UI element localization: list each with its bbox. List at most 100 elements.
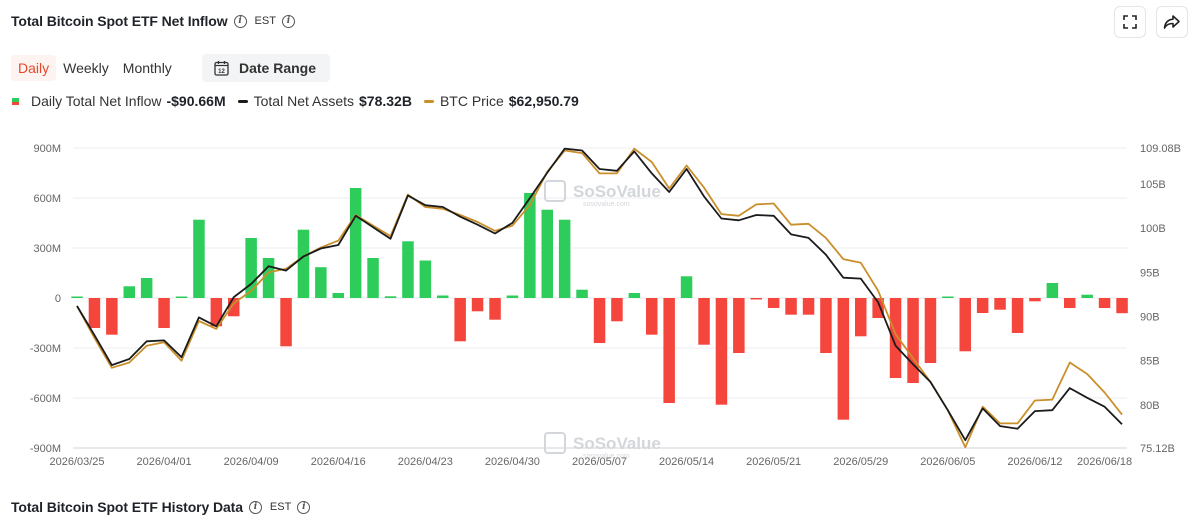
inflow-bar-negative	[837, 298, 850, 420]
watermark-logo-icon	[544, 180, 566, 202]
inflow-bar-negative	[471, 298, 484, 312]
y-right-tick-label: 95B	[1140, 267, 1160, 279]
inflow-bar-positive	[315, 267, 327, 298]
legend-btc-price[interactable]: BTC Price $62,950.79	[423, 93, 579, 109]
watermark-sub: sosovalue.com	[583, 201, 630, 208]
inflow-bar-positive	[1046, 283, 1059, 298]
y-right-tick-label: 109.08B	[1140, 143, 1181, 155]
inflow-bar-negative	[210, 298, 223, 327]
y-right-tick-label: 80B	[1140, 400, 1160, 412]
inflow-bar-positive	[384, 296, 397, 298]
series-lines	[76, 147, 1123, 449]
x-tick-label: 2026/05/21	[746, 456, 801, 468]
legend-net-inflow-swatch	[12, 97, 19, 105]
inflow-bar-positive	[193, 219, 205, 298]
inflow-bar-negative	[1098, 298, 1111, 308]
inflow-bar-negative	[593, 298, 606, 343]
inflow-bar-negative	[1011, 298, 1024, 333]
inflow-bar-positive	[1081, 294, 1093, 298]
inflow-bar-positive	[402, 241, 414, 298]
legend-net-inflow-value: -$90.66M	[166, 93, 226, 109]
tab-weekly[interactable]: Weekly	[63, 60, 109, 76]
x-tick-label: 2026/03/25	[49, 456, 104, 468]
total-net-assets-line	[76, 147, 1123, 442]
watermark-text: SoSoValue	[573, 182, 661, 201]
inflow-bar-negative	[663, 298, 675, 403]
tab-daily[interactable]: Daily	[11, 55, 57, 81]
inflow-bar-positive	[506, 295, 519, 298]
watermark: SoSoValue sosovalue.com SoSoValue sosova…	[544, 180, 661, 460]
y-left-tick-label: 900M	[33, 143, 61, 155]
inflow-bar-positive	[175, 296, 188, 298]
inflow-bar-negative	[489, 298, 501, 320]
timezone-info-icon[interactable]: i	[281, 14, 295, 28]
inflow-bar-negative	[820, 298, 832, 353]
inflow-bar-negative	[959, 298, 971, 352]
net-inflow-chart: SoSoValue sosovalue.com SoSoValue sosova…	[30, 143, 1181, 468]
history-info-icon[interactable]: i	[248, 500, 262, 514]
fullscreen-button[interactable]	[1114, 6, 1146, 38]
inflow-bar-negative	[611, 298, 623, 322]
history-timezone-label: EST	[269, 501, 292, 513]
y-right-tick-label: 90B	[1140, 312, 1160, 324]
inflow-bar-negative	[280, 298, 292, 347]
inflow-bar-positive	[297, 229, 310, 298]
inflow-bar-positive	[349, 188, 362, 298]
inflow-bar-negative	[454, 298, 466, 342]
y-left-tick-label: -300M	[30, 343, 61, 355]
inflow-bar-positive	[262, 258, 275, 298]
inflow-bar-positive	[332, 293, 344, 298]
chart-legend: Daily Total Net Inflow -$90.66M Total Ne…	[12, 90, 591, 112]
history-data-title: Total Bitcoin Spot ETF History Data	[11, 499, 243, 515]
timezone-label: EST	[254, 15, 276, 27]
inflow-bar-negative	[855, 298, 867, 337]
inflow-bar-positive	[628, 293, 641, 298]
x-tick-label: 2026/06/18	[1077, 456, 1132, 468]
inflow-bar-negative	[889, 298, 902, 378]
inflow-bar-positive	[437, 295, 449, 298]
y-left-tick-label: 600M	[33, 193, 61, 205]
history-timezone-info-icon[interactable]: i	[297, 500, 311, 514]
legend-net-assets-value: $78.32B	[359, 93, 412, 109]
inflow-bar-negative	[698, 298, 710, 345]
date-range-button[interactable]: 12 Date Range	[202, 54, 331, 82]
inflow-bar-positive	[524, 193, 536, 298]
y-left-tick-label: -600M	[30, 393, 61, 405]
axis-labels: 900M 600M 300M 0 -300M -600M -900M 109.08B 105B 1…	[30, 143, 1181, 468]
inflow-bar-negative	[767, 298, 780, 308]
share-button[interactable]	[1156, 6, 1188, 38]
inflow-bar-negative	[994, 298, 1006, 310]
inflow-bar-negative	[1064, 298, 1076, 308]
y-left-tick-label: 300M	[33, 243, 61, 255]
inflow-bar-negative	[733, 298, 745, 353]
net-inflow-bars	[71, 188, 1128, 420]
calendar-icon: 12	[214, 61, 229, 76]
date-range-label: Date Range	[239, 60, 317, 76]
chart-title: Total Bitcoin Spot ETF Net Inflow	[11, 13, 228, 29]
inflow-bar-positive	[419, 260, 432, 298]
inflow-bar-positive	[558, 219, 571, 298]
tab-monthly[interactable]: Monthly	[122, 60, 172, 76]
inflow-bar-positive	[367, 258, 379, 298]
inflow-bar-positive	[576, 289, 588, 298]
inflow-bar-negative	[785, 298, 797, 315]
x-tick-label: 2026/04/01	[137, 456, 192, 468]
fullscreen-icon	[1123, 15, 1137, 29]
share-icon	[1163, 15, 1180, 29]
inflow-bar-negative	[158, 298, 170, 328]
legend-net-assets-label: Total Net Assets	[253, 93, 355, 109]
x-tick-label: 2026/04/09	[224, 456, 279, 468]
legend-btc-price-label: BTC Price	[439, 93, 504, 109]
info-icon[interactable]: i	[233, 14, 247, 28]
chart-header: Total Bitcoin Spot ETF Net Inflow i EST …	[11, 10, 295, 32]
legend-net-assets[interactable]: Total Net Assets $78.32B	[237, 93, 412, 109]
inflow-bar-positive	[123, 286, 135, 298]
inflow-bar-negative	[715, 298, 728, 405]
x-tick-label: 2026/04/30	[485, 456, 540, 468]
x-tick-label: 2026/06/12	[1007, 456, 1062, 468]
inflow-bar-negative	[1029, 298, 1041, 302]
legend-net-inflow[interactable]: Daily Total Net Inflow -$90.66M	[12, 93, 226, 109]
watermark-sub: sosovalue.com	[583, 453, 630, 460]
y-right-tick-label: 105B	[1140, 179, 1166, 191]
period-tabs: Daily Weekly Monthly	[11, 54, 179, 82]
